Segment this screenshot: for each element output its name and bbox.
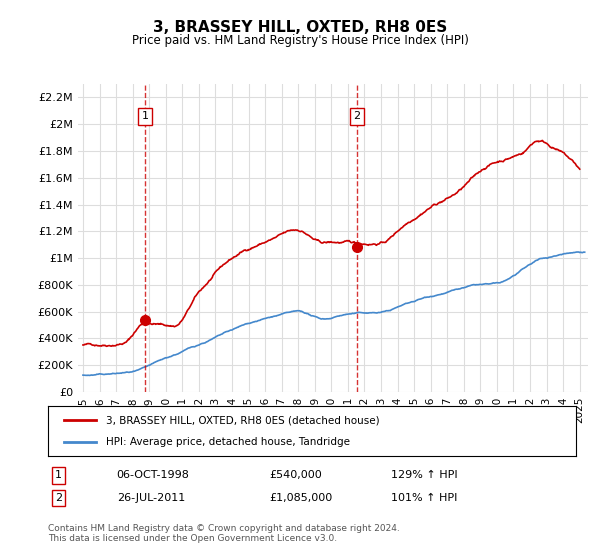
Text: 06-OCT-1998: 06-OCT-1998 xyxy=(116,470,190,480)
Text: Contains HM Land Registry data © Crown copyright and database right 2024.
This d: Contains HM Land Registry data © Crown c… xyxy=(48,524,400,543)
Text: 1: 1 xyxy=(142,111,149,122)
Text: 26-JUL-2011: 26-JUL-2011 xyxy=(116,493,185,503)
Text: £1,085,000: £1,085,000 xyxy=(270,493,333,503)
Text: 1: 1 xyxy=(55,470,62,480)
Text: 129% ↑ HPI: 129% ↑ HPI xyxy=(391,470,458,480)
Text: 3, BRASSEY HILL, OXTED, RH8 0ES (detached house): 3, BRASSEY HILL, OXTED, RH8 0ES (detache… xyxy=(106,415,380,425)
Text: 3, BRASSEY HILL, OXTED, RH8 0ES: 3, BRASSEY HILL, OXTED, RH8 0ES xyxy=(153,20,447,35)
Text: HPI: Average price, detached house, Tandridge: HPI: Average price, detached house, Tand… xyxy=(106,437,350,447)
Text: 2: 2 xyxy=(353,111,361,122)
Text: 2: 2 xyxy=(55,493,62,503)
Text: £540,000: £540,000 xyxy=(270,470,323,480)
Text: Price paid vs. HM Land Registry's House Price Index (HPI): Price paid vs. HM Land Registry's House … xyxy=(131,34,469,46)
Text: 101% ↑ HPI: 101% ↑ HPI xyxy=(391,493,458,503)
